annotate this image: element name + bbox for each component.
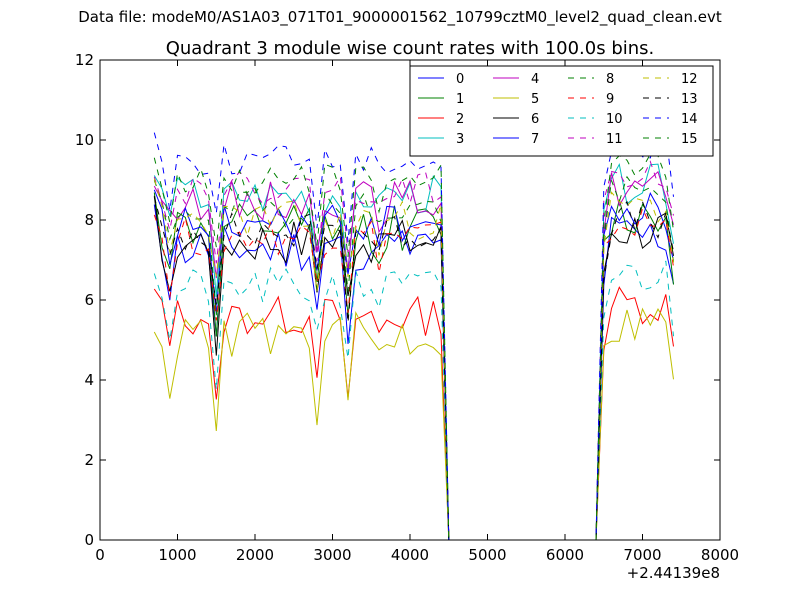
chart-title: Quadrant 3 module wise count rates with … — [166, 38, 655, 59]
x-tick-label: 1000 — [158, 546, 196, 564]
x-tick-label: 7000 — [623, 546, 661, 564]
series-line-9 — [153, 207, 674, 541]
x-offset-label: +2.44139e8 — [627, 564, 720, 582]
y-tick-label: 6 — [84, 291, 94, 309]
x-tick-label: 4000 — [391, 546, 429, 564]
series-line-11 — [153, 160, 674, 541]
series-line-2 — [153, 286, 674, 541]
legend-label-12: 12 — [681, 72, 698, 87]
y-tick-label: 4 — [84, 371, 94, 389]
legend-label-5: 5 — [531, 92, 539, 107]
series-line-7 — [153, 189, 674, 541]
series-line-14 — [153, 132, 674, 541]
legend-label-7: 7 — [531, 132, 539, 147]
legend-label-14: 14 — [681, 112, 698, 127]
plot-lines — [153, 132, 674, 541]
x-tick-label: 3000 — [313, 546, 351, 564]
y-tick-label: 10 — [75, 131, 94, 149]
series-line-8 — [153, 175, 674, 541]
legend-label-8: 8 — [606, 72, 614, 87]
legend-label-15: 15 — [681, 132, 698, 147]
series-line-12 — [153, 178, 674, 541]
legend-label-3: 3 — [456, 132, 464, 147]
y-tick-label: 2 — [84, 451, 94, 469]
y-tick-label: 8 — [84, 211, 94, 229]
legend-label-6: 6 — [531, 112, 539, 127]
x-tick-label: 2000 — [236, 546, 274, 564]
y-tick-label: 12 — [75, 51, 94, 69]
series-line-1 — [153, 192, 674, 541]
legend-label-9: 9 — [606, 92, 614, 107]
series-line-5 — [153, 307, 674, 541]
axes: 0 1000 2000 3000 4000 5000 6000 7000 80000246810… — [75, 51, 739, 564]
legend-label-1: 1 — [456, 92, 464, 107]
legend-label-11: 11 — [606, 132, 623, 147]
legend-label-13: 13 — [681, 92, 698, 107]
data-file-label: Data file: modeM0/AS1A03_071T01_90000015… — [78, 8, 722, 26]
y-tick-label: 0 — [84, 531, 94, 549]
x-tick-label: 0 — [95, 546, 105, 564]
series-line-15 — [153, 153, 674, 541]
series-line-13 — [153, 196, 674, 541]
series-line-10 — [153, 260, 674, 541]
legend-box — [409, 65, 714, 157]
legend-label-10: 10 — [606, 112, 623, 127]
x-tick-label: 6000 — [546, 546, 584, 564]
legend-label-4: 4 — [531, 72, 539, 87]
x-tick-label: 8000 — [701, 546, 739, 564]
legend-label-2: 2 — [456, 112, 464, 127]
x-tick-label: 5000 — [468, 546, 506, 564]
legend-label-0: 0 — [456, 72, 464, 87]
